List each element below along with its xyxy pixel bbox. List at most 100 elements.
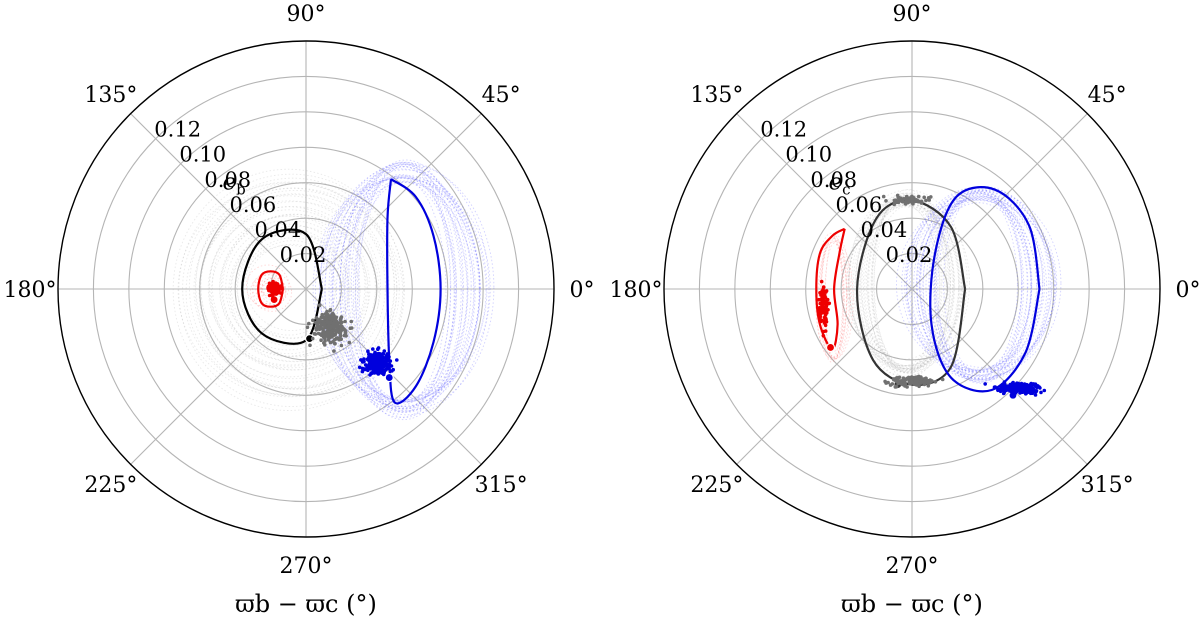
data-point [274, 292, 278, 296]
data-point [386, 362, 391, 367]
faint-trajectory [229, 225, 361, 358]
data-point [334, 315, 339, 320]
data-point [349, 319, 354, 324]
radial-tick-label: 0.08 [810, 168, 857, 192]
data-point [909, 380, 914, 384]
faint-trajectory [906, 190, 1055, 379]
data-point [819, 307, 824, 312]
radial-tick-label: 0.08 [204, 168, 251, 192]
data-point [983, 382, 987, 386]
data-point [368, 373, 372, 377]
data-point [367, 364, 371, 369]
faint-trajectory [200, 195, 377, 378]
faint-trajectory [241, 237, 345, 339]
data-point [1011, 391, 1015, 396]
data-point [342, 333, 347, 338]
data-point [387, 366, 391, 371]
data-point [1006, 384, 1011, 389]
faint-trajectory [918, 198, 1037, 372]
faint-trajectory [344, 174, 457, 410]
faint-trajectory [328, 169, 481, 410]
data-point [1004, 387, 1009, 392]
angle-tick-label: 180° [610, 278, 663, 303]
data-point [818, 316, 822, 321]
angle-tick-label: 0° [570, 278, 595, 303]
radial-grid [664, 41, 1160, 537]
faint-trajectory [855, 195, 963, 369]
faint-trajectory [873, 205, 941, 368]
grid-spoke [911, 113, 1088, 290]
faint-trajectory [867, 203, 941, 367]
trajectory-line [929, 186, 1041, 393]
faint-trajectory [908, 199, 1045, 370]
faint-trajectory [871, 196, 937, 372]
data-point [318, 332, 323, 337]
data-point [332, 349, 336, 353]
trajectory-line [815, 227, 846, 351]
data-point [1013, 391, 1018, 395]
faint-trajectory [870, 194, 942, 374]
data-point [332, 333, 337, 337]
data-point [996, 388, 1000, 393]
faint-trajectory [815, 237, 850, 361]
data-point [381, 352, 385, 356]
data-point [328, 316, 333, 320]
data-point [325, 309, 329, 314]
data-point [1024, 385, 1029, 390]
data-point [827, 301, 832, 306]
faint-trajectory [172, 168, 404, 411]
data-point [328, 326, 332, 331]
faint-trajectory [246, 243, 337, 332]
faint-trajectory [904, 189, 1062, 377]
data-point [305, 325, 310, 330]
data-point [890, 382, 895, 386]
faint-trajectory [237, 232, 350, 346]
data-point [1021, 387, 1026, 392]
faint-trajectory [943, 190, 1022, 377]
data-point [366, 349, 370, 354]
data-point [308, 343, 312, 348]
angle-tick-label: 0° [1176, 278, 1200, 303]
trajectory-line [855, 199, 967, 387]
data-point [340, 320, 344, 325]
data-point [905, 196, 909, 200]
data-point [316, 319, 321, 323]
data-point [1027, 388, 1032, 393]
angle-tick-label: 135° [84, 83, 137, 108]
data-point [1033, 393, 1038, 397]
data-point [881, 194, 886, 199]
data-point [314, 320, 318, 325]
data-point [926, 196, 931, 200]
radial-tick-label: 0.06 [835, 193, 882, 217]
data-point [825, 311, 829, 315]
faint-trajectory [905, 186, 1051, 381]
data-point [376, 347, 380, 352]
data-point [317, 303, 322, 308]
angle-tick-label: 90° [287, 2, 326, 27]
data-point [916, 194, 921, 199]
data-point [370, 356, 375, 361]
data-point [923, 376, 928, 381]
data-point [329, 320, 333, 325]
data-point [365, 357, 370, 362]
data-point [824, 307, 828, 312]
faint-trajectory [331, 174, 481, 402]
faint-trajectory [348, 159, 464, 413]
angle-tick-label: 315° [1081, 473, 1134, 498]
data-point [384, 359, 388, 364]
faint-trajectory [185, 187, 404, 397]
data-point [940, 377, 945, 382]
data-point [916, 376, 921, 380]
data-point [819, 279, 824, 284]
faint-trajectory [252, 272, 293, 312]
data-point [312, 331, 317, 336]
data-point [821, 287, 825, 292]
faint-trajectory [255, 273, 285, 305]
data-point [914, 380, 919, 384]
data-point [330, 311, 335, 316]
data-point [357, 365, 362, 370]
faint-trajectory [241, 244, 336, 336]
data-point [347, 340, 352, 345]
data-point [1010, 381, 1015, 386]
faint-trajectory [856, 204, 953, 370]
